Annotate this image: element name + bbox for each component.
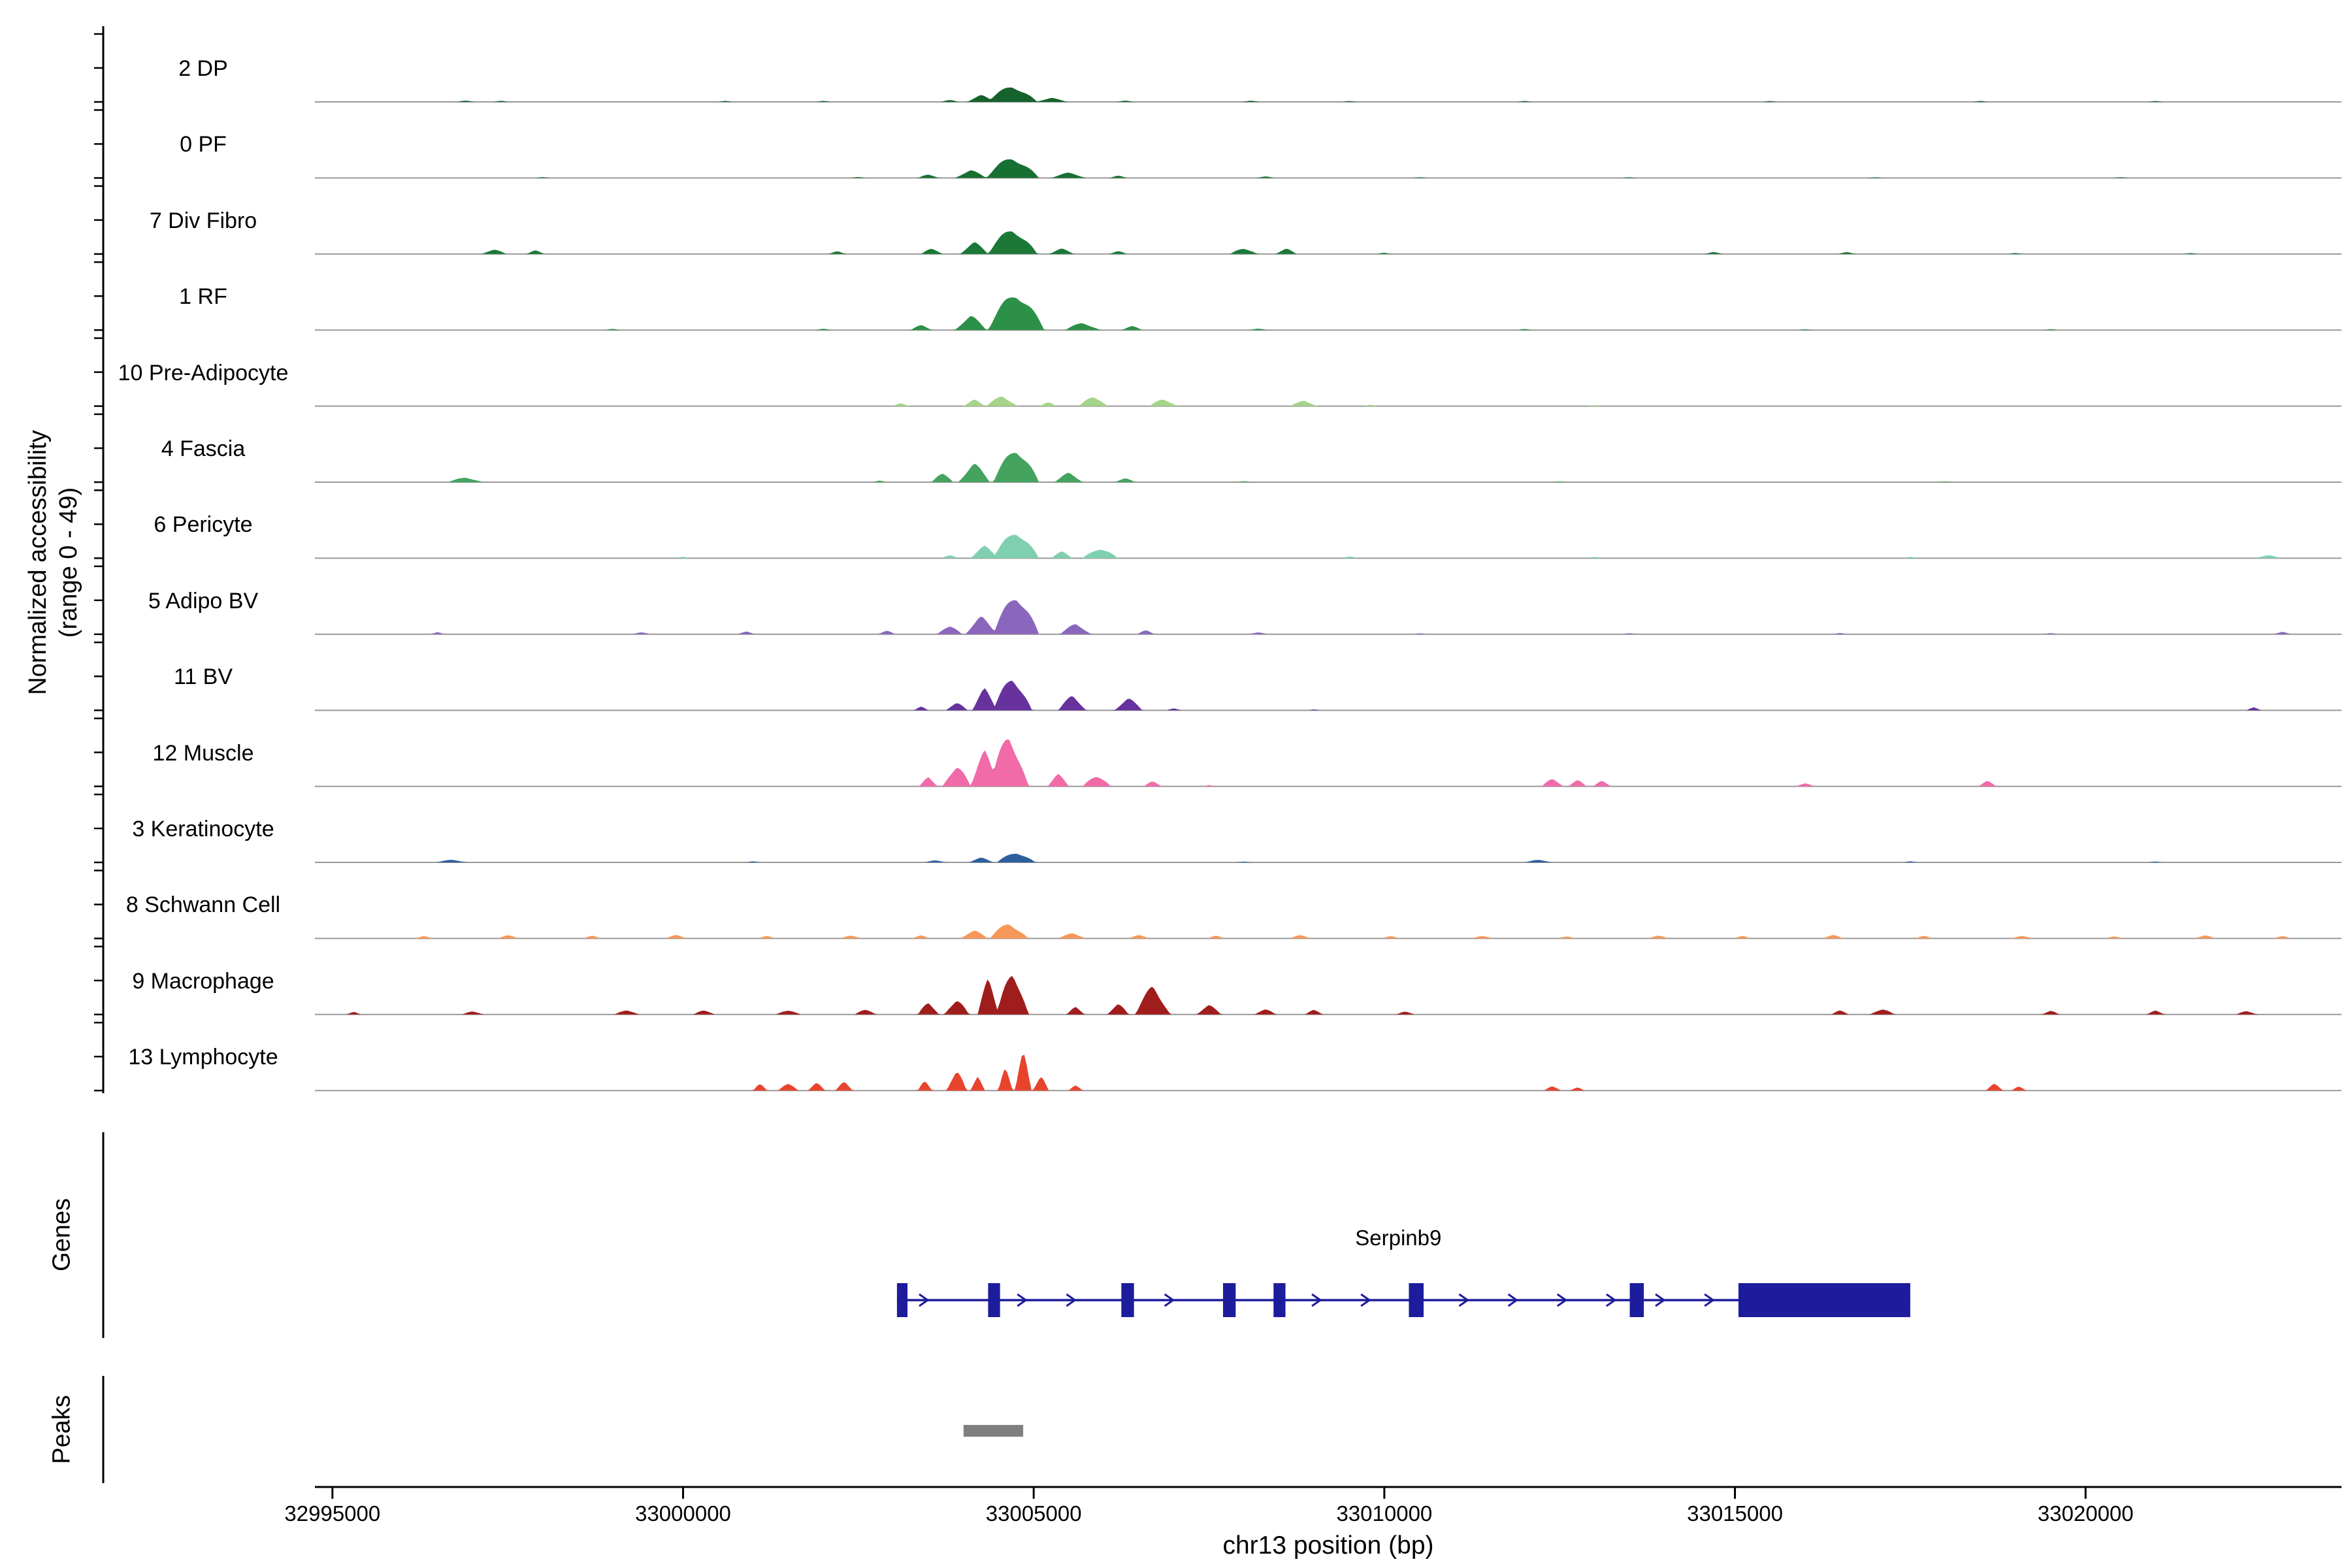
- gene-strand-arrow-icon: [1458, 1293, 1470, 1307]
- track-label-7: 5 Adipo BV: [148, 588, 259, 613]
- gene-strand-arrow-icon: [1507, 1293, 1519, 1307]
- track-label-1: 0 PF: [180, 132, 227, 157]
- track-signal: [315, 853, 2342, 862]
- track-signal: [315, 924, 2342, 939]
- x-tick-label-0: 32995000: [284, 1501, 381, 1526]
- gene-strand-arrow-icon: [1704, 1293, 1715, 1307]
- x-tick-label-4: 33015000: [1687, 1501, 1783, 1526]
- gene-exon: [1273, 1283, 1286, 1317]
- gene-exon: [1409, 1283, 1424, 1317]
- gene-strand-arrow-icon: [1066, 1293, 1077, 1307]
- gene-strand-arrow-icon: [1311, 1293, 1322, 1307]
- track-label-12: 9 Macrophage: [132, 968, 274, 994]
- track-label-13: 13 Lymphocyte: [128, 1045, 278, 1070]
- x-tick-label-3: 33010000: [1336, 1501, 1433, 1526]
- track-label-2: 7 Div Fibro: [149, 208, 257, 233]
- track-signal: [315, 739, 2342, 787]
- x-tick-label-2: 33005000: [985, 1501, 1082, 1526]
- gene-strand-arrow-icon: [1164, 1293, 1175, 1307]
- gene-exon: [1121, 1283, 1134, 1317]
- track-label-3: 1 RF: [179, 284, 227, 310]
- gene-exon: [896, 1283, 907, 1317]
- track-signal: [315, 680, 2342, 711]
- track-label-0: 2 DP: [178, 56, 228, 81]
- peak-bar: [963, 1425, 1024, 1437]
- track-label-10: 3 Keratinocyte: [132, 817, 274, 841]
- gene-name-label: Serpinb9: [1355, 1226, 1442, 1250]
- gene-exon: [988, 1283, 1000, 1317]
- gene-strand-arrow-icon: [1360, 1293, 1371, 1307]
- gene-exon: [1738, 1283, 1910, 1317]
- track-signal: [315, 975, 2342, 1015]
- track-label-11: 8 Schwann Cell: [125, 892, 281, 918]
- gene-strand-arrow-icon: [919, 1293, 930, 1307]
- track-signal: [315, 297, 2342, 331]
- track-signal: [315, 88, 2342, 102]
- x-axis-title: chr13 position (bp): [1222, 1531, 1434, 1560]
- gene-strand-arrow-icon: [1017, 1293, 1028, 1307]
- track-signal: [315, 600, 2342, 634]
- track-label-5: 4 Fascia: [161, 436, 246, 461]
- track-signal: [315, 453, 2342, 482]
- track-signal: [315, 231, 2342, 254]
- gene-strand-arrow-icon: [1655, 1293, 1666, 1307]
- track-label-4: 10 Pre-Adipocyte: [118, 360, 289, 385]
- track-signal: [315, 534, 2342, 559]
- x-tick-label-1: 33000000: [635, 1501, 731, 1526]
- gene-exon: [1222, 1283, 1236, 1317]
- track-label-9: 12 Muscle: [152, 740, 254, 766]
- track-signal: [315, 1054, 2342, 1091]
- gene-strand-arrow-icon: [1606, 1293, 1617, 1307]
- track-label-8: 11 BV: [173, 664, 233, 690]
- track-label-6: 6 Pericyte: [154, 512, 253, 538]
- track-signal: [315, 397, 2342, 406]
- track-signal: [315, 159, 2342, 178]
- gene-strand-arrow-icon: [1556, 1293, 1568, 1307]
- x-tick-label-5: 33020000: [2037, 1501, 2134, 1526]
- gene-exon: [1629, 1283, 1644, 1317]
